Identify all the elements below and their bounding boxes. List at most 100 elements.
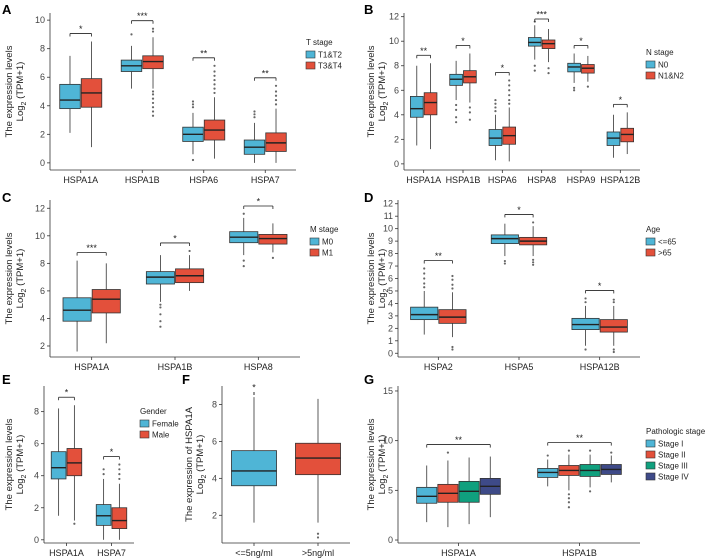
box-body xyxy=(142,55,164,70)
legend-label: M0 xyxy=(322,238,334,247)
box-n1-n2 xyxy=(463,53,477,121)
box-m1 xyxy=(175,249,205,291)
outlier-point xyxy=(242,265,245,268)
outlier-point xyxy=(274,98,278,102)
y-tick-label: 11 xyxy=(384,211,393,221)
y-tick-label: 2 xyxy=(40,341,45,351)
y-axis-subtitle-log: Log xyxy=(195,478,206,494)
outlier-point xyxy=(242,212,245,215)
significance-label: * xyxy=(598,281,602,291)
legend-swatch xyxy=(645,450,656,459)
legend-label: Female xyxy=(152,420,179,429)
legend-swatch xyxy=(645,248,656,257)
outlier-point xyxy=(508,79,511,82)
box-body xyxy=(111,507,128,529)
x-tick-label: HSPA1B xyxy=(158,362,193,372)
y-axis-subtitle-tail: (TPM+1) xyxy=(15,249,26,289)
outlier-point xyxy=(151,110,155,113)
y-tick-label: 2 xyxy=(34,503,39,513)
outlier-point xyxy=(451,283,454,286)
y-tick-label: 4 xyxy=(212,473,217,483)
outlier-point xyxy=(151,97,155,100)
y-tick-label: 8 xyxy=(40,44,45,54)
outlier-point xyxy=(494,102,497,105)
box-m0 xyxy=(145,255,175,328)
outlier-point xyxy=(274,103,278,106)
significance-label: * xyxy=(252,383,256,393)
box--5ng-ml xyxy=(295,398,341,539)
significance-label: * xyxy=(579,36,583,46)
outlier-point xyxy=(151,90,155,93)
legend-label: T3&T4 xyxy=(318,62,343,71)
outlier-point xyxy=(253,110,256,113)
y-tick-label: 10 xyxy=(383,224,393,234)
y-axis-title: The expression levels xyxy=(4,418,15,510)
outlier-point xyxy=(546,454,549,457)
outlier-point xyxy=(274,94,278,97)
outlier-point xyxy=(586,85,589,88)
y-axis-subtitle-subscript: 2 xyxy=(21,101,28,105)
y-axis-subtitle-subscript: 2 xyxy=(21,474,28,478)
x-tick-label: HSPA1B xyxy=(562,548,597,558)
outlier-point xyxy=(191,100,195,103)
outlier-point xyxy=(508,84,511,87)
legend-label: <=65 xyxy=(658,238,677,247)
outlier-point xyxy=(213,91,216,95)
legend-title: T stage xyxy=(306,38,333,47)
y-tick-label: 6 xyxy=(40,72,45,82)
box-male xyxy=(111,463,128,540)
outlier-point xyxy=(191,106,195,109)
box-body xyxy=(409,96,424,118)
y-tick-label: 6 xyxy=(212,436,217,446)
legend-label: Stage I xyxy=(658,440,683,449)
box-t1-t2 xyxy=(182,100,204,162)
outlier-point xyxy=(494,110,497,113)
box-t1-t2 xyxy=(120,33,143,89)
y-tick-label: 2 xyxy=(212,510,217,520)
box-m0 xyxy=(62,260,92,352)
x-tick-label: HSPA1B xyxy=(125,175,160,185)
legend-title: N stage xyxy=(646,48,674,57)
outlier-point xyxy=(451,274,454,278)
outlier-point xyxy=(423,282,426,285)
legend-title: Age xyxy=(646,225,661,234)
significance-label: * xyxy=(173,233,177,243)
box-body xyxy=(91,289,121,314)
outlier-point xyxy=(159,306,162,309)
outlier-point xyxy=(451,348,454,351)
outlier-point xyxy=(584,297,587,300)
x-tick-label: HSPA6 xyxy=(189,175,218,185)
y-tick-label: 10 xyxy=(383,436,393,446)
significance-label: *** xyxy=(86,243,97,253)
box-n0 xyxy=(449,60,463,124)
outlier-point xyxy=(588,490,592,493)
outlier-point xyxy=(508,89,511,92)
y-tick-label: 6 xyxy=(40,286,45,296)
legend-swatch xyxy=(645,71,656,80)
significance-label: * xyxy=(619,95,623,105)
box-stage-ii xyxy=(558,449,580,509)
box-body xyxy=(231,450,277,487)
y-axis-subtitle-subscript: 2 xyxy=(383,474,390,478)
x-tick-label: HSPA12B xyxy=(580,362,620,372)
outlier-point xyxy=(612,348,615,351)
outlier-point xyxy=(213,78,216,82)
box-body xyxy=(95,504,112,526)
outlier-point xyxy=(584,348,587,351)
outlier-point xyxy=(451,345,454,349)
outlier-point xyxy=(455,116,458,119)
legend-label: T1&T2 xyxy=(318,51,343,60)
outlier-point xyxy=(151,93,155,96)
outlier-point xyxy=(567,449,571,452)
y-axis-subtitle: Log2 (TPM+1) xyxy=(377,435,390,495)
outlier-point xyxy=(451,287,454,290)
outlier-point xyxy=(274,84,278,87)
panel-label: B xyxy=(364,2,373,17)
y-axis-subtitle: Log2 (TPM+1) xyxy=(377,249,390,309)
outlier-point xyxy=(118,477,121,481)
significance-label: * xyxy=(257,197,261,207)
outlier-point xyxy=(253,113,256,116)
significance-label: ** xyxy=(420,46,428,56)
